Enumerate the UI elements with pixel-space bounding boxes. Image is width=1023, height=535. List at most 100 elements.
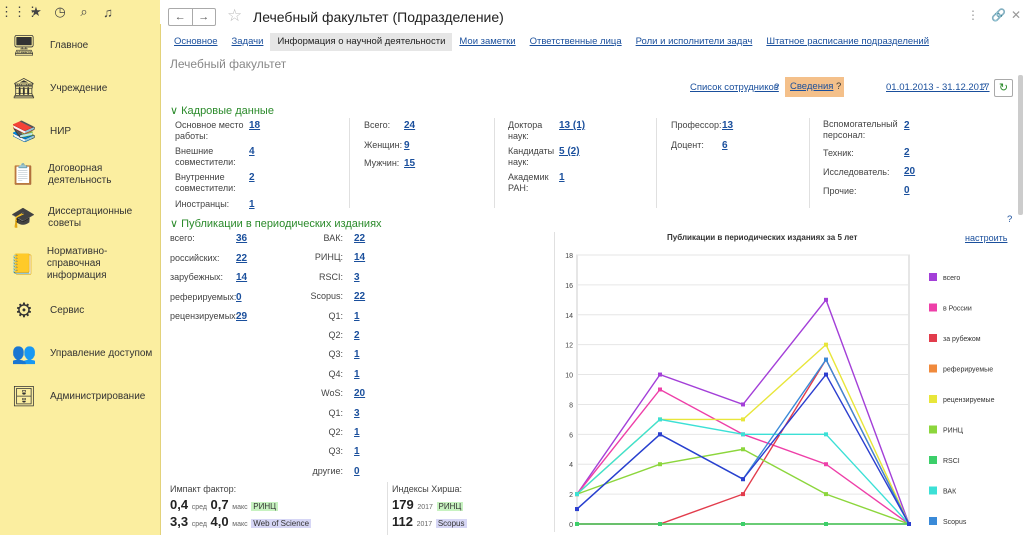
pubs-value[interactable]: 1: [354, 427, 360, 438]
y-tick-label: 14: [565, 313, 573, 320]
pubs-value[interactable]: 22: [236, 252, 248, 264]
pubs-label: Q4:: [328, 368, 343, 379]
refresh-button[interactable]: ↻: [994, 79, 1013, 97]
staff-value[interactable]: 1: [249, 199, 255, 210]
data-point: [824, 297, 828, 302]
close-icon[interactable]: ✕: [1011, 8, 1022, 22]
pubs-value[interactable]: 3: [354, 271, 360, 283]
info-button[interactable]: Сведения ?: [785, 77, 844, 97]
legend-swatch: [929, 303, 937, 312]
staff-value[interactable]: 2: [904, 147, 910, 158]
pubs-label: RSCI:: [318, 271, 343, 282]
pubs-value[interactable]: 29: [236, 311, 248, 322]
forward-button[interactable]: →: [198, 11, 210, 23]
search-icon[interactable]: ⌕: [80, 4, 88, 19]
staff-value[interactable]: 13: [722, 120, 734, 131]
legend-label: ВАК: [943, 489, 957, 496]
staff-value[interactable]: 0: [904, 185, 910, 196]
bell-icon[interactable]: ♫: [103, 4, 113, 20]
staff-value[interactable]: 2: [249, 172, 255, 183]
pubs-value[interactable]: 14: [236, 272, 248, 283]
back-button[interactable]: ←: [169, 9, 193, 25]
pubs-value[interactable]: 1: [354, 349, 360, 361]
legend-label: RSCI: [943, 458, 960, 465]
chart-setup-link[interactable]: настроить: [965, 233, 1008, 243]
sidebar-item-councils[interactable]: 🎓 Диссертационные советы: [0, 196, 160, 239]
grid-icon[interactable]: ⋮⋮⋮: [0, 4, 39, 19]
pubs-label: Q3:: [328, 446, 343, 457]
sidebar-item-nir[interactable]: 📚 НИР: [0, 110, 160, 153]
sidebar-item-institution[interactable]: 🏛 Учреждение: [0, 67, 160, 110]
history-icon[interactable]: ◷: [54, 4, 66, 19]
data-point: [824, 522, 828, 526]
tab-staffing[interactable]: Штатное расписание подразделений: [766, 36, 930, 47]
books-icon: 📚: [11, 121, 37, 143]
staff-value[interactable]: 2: [904, 120, 910, 131]
tab-tasks[interactable]: Задачи: [231, 36, 264, 47]
period-link[interactable]: 01.01.2013 - 31.12.2017: [886, 82, 990, 93]
pubs-label: рецензируемых:: [170, 311, 239, 321]
pubs-label: Q1:: [328, 310, 343, 321]
gears-icon: ⚙: [15, 300, 33, 322]
tab-notes[interactable]: Мои заметки: [459, 36, 516, 47]
staff-value[interactable]: 20: [904, 166, 916, 177]
hirsch-value: 179: [392, 497, 414, 512]
pubs-value[interactable]: 14: [354, 252, 366, 264]
sidebar-item-admin[interactable]: 🗄 Администрирование: [0, 375, 160, 418]
pubs-section-header[interactable]: ∨ Публикации в периодических изданиях: [170, 217, 382, 230]
help-icon[interactable]: ?: [981, 82, 987, 93]
scrollbar[interactable]: [1018, 75, 1023, 215]
pubs-value[interactable]: 0: [354, 465, 360, 477]
pubs-value[interactable]: 1: [354, 310, 360, 322]
staff-section-header[interactable]: ∨ Кадровые данные: [170, 104, 274, 117]
more-icon[interactable]: ⋮: [967, 8, 979, 22]
pubs-value[interactable]: 36: [236, 233, 248, 244]
staff-value[interactable]: 13 (1): [559, 120, 586, 131]
impact-max-label: макс: [232, 504, 248, 511]
staff-value[interactable]: 18: [249, 120, 261, 131]
sidebar-item-main[interactable]: 🖥 Главное: [0, 24, 160, 67]
pubs-value[interactable]: 22: [354, 291, 366, 303]
favorite-star-icon[interactable]: ☆: [227, 6, 243, 25]
pubs-value[interactable]: 0: [236, 291, 242, 303]
help-icon[interactable]: ?: [774, 82, 780, 93]
pubs-value[interactable]: 1: [354, 368, 360, 380]
tab-main[interactable]: Основное: [174, 36, 218, 47]
pubs-value[interactable]: 2: [354, 330, 360, 341]
pubs-value[interactable]: 3: [354, 407, 360, 419]
hirsch-title: Индексы Хирша:: [392, 484, 462, 494]
pubs-value[interactable]: 22: [354, 233, 366, 244]
pubs-value[interactable]: 1: [354, 446, 360, 458]
staff-value[interactable]: 4: [249, 146, 255, 157]
legend-swatch: [929, 425, 937, 434]
staff-value[interactable]: 1: [559, 172, 565, 183]
staff-value[interactable]: 24: [404, 120, 416, 131]
link-icon[interactable]: 🔗: [991, 8, 1006, 22]
pubs-value[interactable]: 20: [354, 388, 366, 400]
sidebar-item-access[interactable]: 👥 Управление доступом: [0, 332, 160, 375]
sidebar-item-contracts[interactable]: 📋 Договорная деятельность: [0, 153, 160, 196]
pubs-label: зарубежных:: [170, 272, 224, 282]
staff-label: Мужчин:: [364, 158, 400, 168]
tab-responsible[interactable]: Ответственные лица: [529, 36, 622, 47]
help-icon: ?: [836, 81, 842, 92]
staff-value[interactable]: 6: [722, 140, 728, 151]
staff-value[interactable]: 5 (2): [559, 146, 580, 157]
nav-buttons: ← →: [168, 8, 216, 26]
staff-list-link[interactable]: Список сотрудников: [690, 82, 779, 93]
help-icon[interactable]: ?: [1007, 214, 1013, 225]
sidebar-item-reference[interactable]: 📒 Нормативно-справочная информация: [10, 246, 108, 281]
sidebar-item-service[interactable]: ⚙ Сервис: [0, 289, 160, 332]
hirsch-tag: РИНЦ: [436, 502, 464, 511]
impact-row-wos: 3,3 сред 4,0 макс Web of Science: [170, 514, 312, 529]
data-point: [741, 447, 745, 452]
staff-label: Внутренние совместители:: [175, 172, 236, 193]
tab-roles[interactable]: Роли и исполнители задач: [635, 36, 753, 47]
staff-value[interactable]: 9: [404, 140, 410, 151]
staff-label: Кандидаты наук:: [508, 146, 555, 167]
y-tick-label: 18: [565, 253, 573, 260]
star-icon[interactable]: ★: [30, 4, 42, 19]
tab-science-info[interactable]: Информация о научной деятельности: [270, 33, 453, 51]
staff-value[interactable]: 15: [404, 158, 416, 169]
y-tick-label: 2: [569, 492, 573, 499]
